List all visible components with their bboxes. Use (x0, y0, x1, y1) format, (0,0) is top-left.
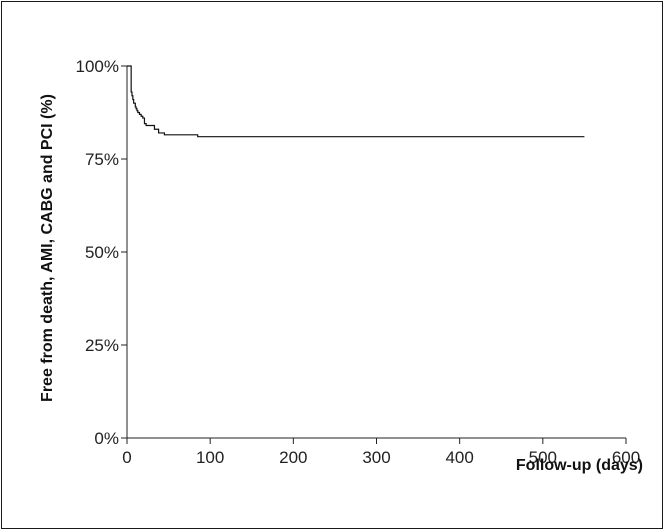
y-tick-label: 75% (85, 150, 119, 169)
survival-curve (127, 65, 585, 138)
x-tick-label: 0 (122, 448, 131, 467)
y-ticks: 0% 25% 50% 75% 100% (76, 57, 127, 448)
y-tick-label: 25% (85, 336, 119, 355)
x-tick-label: 100 (196, 448, 224, 467)
x-ticks: 0 100 200 300 400 500 600 (122, 438, 640, 467)
y-tick-label: 100% (76, 57, 119, 76)
y-tick-label: 50% (85, 243, 119, 262)
x-tick-label: 200 (279, 448, 307, 467)
x-axis-title: Follow-up (days) (516, 457, 643, 474)
x-tick-label: 300 (362, 448, 390, 467)
x-tick-label: 400 (445, 448, 473, 467)
y-axis-title: Free from death, AMI, CABG and PCI (%) (39, 94, 56, 402)
x-tick-label: 500 (529, 448, 557, 467)
y-tick-label: 0% (94, 429, 119, 448)
x-tick-label: 600 (612, 448, 640, 467)
